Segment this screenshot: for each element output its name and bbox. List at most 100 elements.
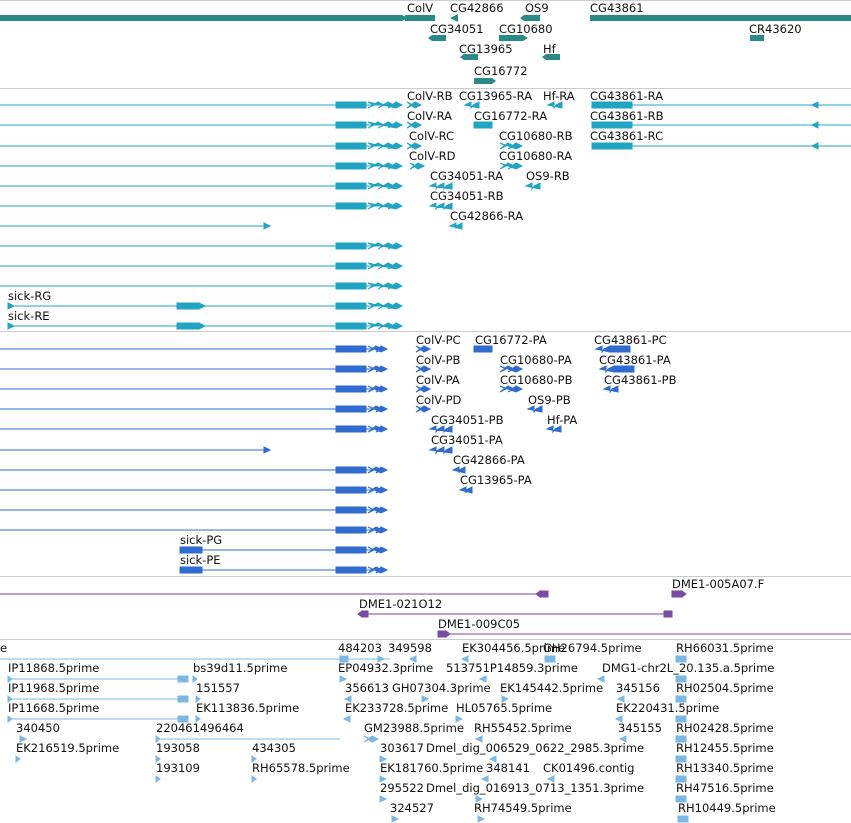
- protein-arrows: [367, 506, 389, 514]
- transcript-feature[interactable]: [406, 101, 423, 109]
- est-label: RH66031.5prime: [676, 641, 774, 655]
- transcript-arrows: [810, 121, 819, 129]
- est-block: [675, 655, 687, 663]
- est-label: EK233728.5prime: [345, 701, 448, 715]
- transcript-feature[interactable]: [406, 121, 423, 129]
- protein-feature[interactable]: [458, 486, 473, 494]
- est-arrow: [460, 655, 469, 663]
- est-arrow: [478, 675, 487, 683]
- gene-label: CG13965: [459, 42, 513, 56]
- gene-feature-cg13965[interactable]: [460, 54, 478, 60]
- cdna-arrow: [445, 630, 451, 638]
- est-block: [677, 815, 689, 823]
- est-arrow: [251, 755, 257, 763]
- transcript-feature[interactable]: [428, 182, 453, 191]
- gene-feature-cg34051[interactable]: [428, 35, 446, 41]
- protein-feature[interactable]: [415, 365, 432, 373]
- gene-label: CG34051: [430, 22, 484, 36]
- transcript-feature[interactable]: [428, 202, 453, 211]
- est-label: 220461496464: [156, 721, 244, 735]
- transcript-exon: [591, 121, 633, 129]
- est-label: RH74549.5prime: [474, 801, 572, 815]
- transcript-exon: [335, 302, 367, 310]
- protein-feature[interactable]: [415, 345, 432, 353]
- cdna-arrow: [535, 590, 541, 598]
- protein-exon: [335, 526, 367, 534]
- gene-feature-colv[interactable]: [0, 15, 402, 21]
- est-arrow: [343, 695, 352, 703]
- gene-feature-cg42866[interactable]: [450, 14, 458, 22]
- transcript-label: CG43861-RA: [590, 89, 663, 103]
- est-label: DMG1-chr2L_20.135.a.5prime: [602, 661, 774, 675]
- protein-arrows: [367, 405, 389, 413]
- protein-exon: [179, 566, 203, 574]
- gene-feature-cg43861[interactable]: [590, 15, 851, 21]
- transcript-arrows: [198, 302, 207, 310]
- protein-label: ColV-PB: [416, 353, 461, 367]
- est-arrow: [155, 755, 161, 763]
- protein-feature[interactable]: [428, 425, 453, 434]
- protein-feature[interactable]: [499, 385, 524, 393]
- est-label: RH65578.5prime: [252, 761, 350, 775]
- transcript-feature[interactable]: [499, 142, 524, 150]
- cdna-block[interactable]: [671, 590, 683, 598]
- transcript-feature[interactable]: [406, 142, 423, 150]
- transcript-feature[interactable]: [524, 182, 541, 191]
- est-arrow: [155, 735, 161, 743]
- est-label: EK181760.5prime: [380, 761, 483, 775]
- protein-feature[interactable]: [451, 466, 466, 474]
- protein-label: CG16772-PA: [475, 333, 547, 347]
- cdna-label: DME1-009C05: [438, 617, 520, 631]
- est-arrow: [614, 715, 623, 723]
- transcript-label: CG34051-RA: [430, 169, 503, 183]
- est-arrow: [616, 695, 625, 703]
- protein-label: CG34051-PA: [431, 433, 503, 447]
- gene-feature-colv-2[interactable]: [405, 15, 435, 21]
- est-arrow: [379, 795, 388, 803]
- protein-feature[interactable]: [545, 425, 562, 434]
- transcript-feature[interactable]: [463, 101, 480, 110]
- gene-feature-cr43620[interactable]: [750, 35, 764, 41]
- gene-feature-cg16772[interactable]: [474, 78, 492, 84]
- cdna-label: DME1-021O12: [359, 597, 442, 611]
- est-arrow: [15, 755, 21, 763]
- est-label: EK304456.5prime: [462, 641, 565, 655]
- est-label: IP11668.5prime: [8, 701, 99, 715]
- est-arrow: [455, 715, 464, 723]
- est-arrow: [192, 675, 198, 683]
- transcript-exon: [473, 121, 493, 129]
- est-label: RH02504.5prime: [676, 681, 774, 695]
- protein-arrows: [367, 385, 389, 393]
- gene-feature-os9[interactable]: [520, 15, 540, 21]
- protein-feature[interactable]: [415, 405, 432, 413]
- transcript-arrows: [367, 182, 404, 190]
- est-arrow: [379, 755, 388, 763]
- transcript-feature[interactable]: [409, 162, 426, 170]
- transcript-feature[interactable]: [499, 162, 524, 170]
- protein-feature[interactable]: [602, 385, 619, 394]
- cdna-label: DME1-005A07.F: [672, 577, 764, 591]
- protein-feature[interactable]: [415, 385, 432, 393]
- est-label: Dmel_dig_016913_0713_1351.3prime: [426, 781, 644, 795]
- protein-feature[interactable]: [526, 405, 543, 414]
- cdna-block: [361, 610, 369, 618]
- est-arrow: [391, 815, 400, 823]
- transcript-feature[interactable]: [448, 222, 463, 230]
- transcript-feature[interactable]: [546, 101, 563, 110]
- est-label: RH13340.5prime: [676, 761, 774, 775]
- gene-feature-hf[interactable]: [542, 54, 560, 60]
- est-arrow: [474, 735, 483, 743]
- protein-label: CG43861-PC: [594, 333, 667, 347]
- est-arrow: [195, 715, 201, 723]
- gene-label: CG42866: [450, 1, 504, 15]
- gene-feature-cg10680[interactable]: [499, 35, 523, 41]
- protein-exon: [335, 546, 367, 554]
- transcript-exon: [335, 322, 367, 330]
- protein-feature[interactable]: [499, 365, 524, 373]
- transcript-label: sick-RG: [8, 289, 51, 303]
- protein-feature[interactable]: [428, 446, 453, 455]
- est-label: 484203: [338, 641, 382, 655]
- protein-arrows: [263, 446, 272, 454]
- protein-arrows: [367, 425, 389, 433]
